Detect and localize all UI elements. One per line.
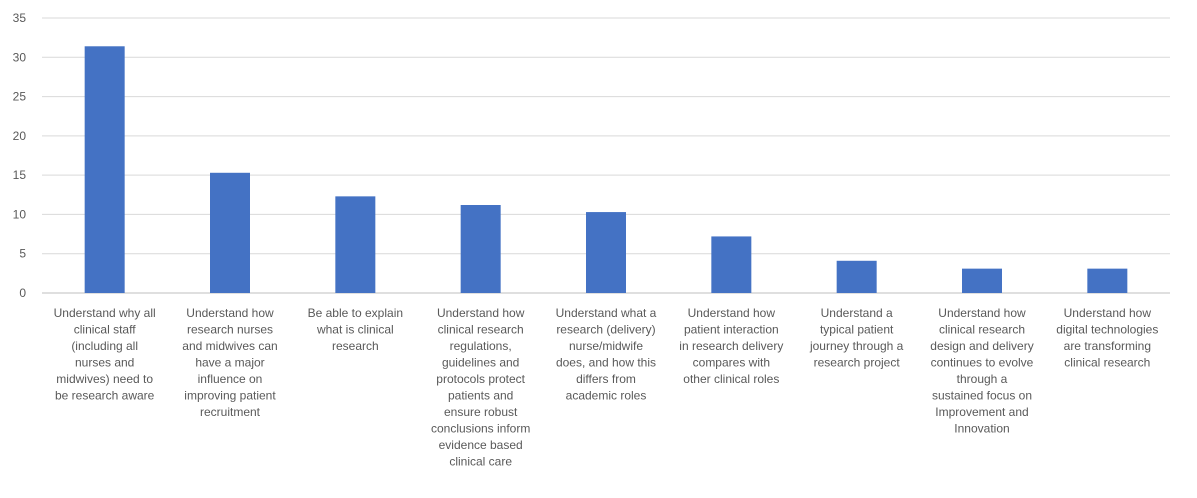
x-category-label-line: and midwives can	[182, 339, 277, 353]
x-category-label-line: in research delivery	[679, 339, 783, 353]
x-category-label-line: Understand why all	[54, 306, 156, 320]
x-category-label-line: clinical staff	[74, 323, 136, 337]
x-category-label-line: be research aware	[55, 389, 155, 403]
x-category-label-line: research nurses	[187, 323, 273, 337]
x-category-label-line: other clinical roles	[683, 372, 779, 386]
y-tick-label: 5	[19, 247, 26, 261]
y-tick-label: 30	[13, 50, 27, 64]
x-category-label: Understand what a research (delivery) nurs…	[556, 306, 657, 403]
x-category-label-line: differs from	[576, 372, 636, 386]
x-category-label-line: research project	[814, 356, 901, 370]
x-category-label-line: Understand a	[821, 306, 893, 320]
x-category-label-line: recruitment	[200, 405, 261, 419]
bars	[84, 46, 1128, 294]
x-category-label-line: protocols protect	[436, 372, 525, 386]
x-category-label-line: continues to evolve	[931, 356, 1034, 370]
x-category-label-line: compares with	[693, 356, 770, 370]
x-category-label-line: Understand how	[1064, 306, 1152, 320]
x-category-label-line: typical patient	[820, 323, 894, 337]
x-category-label-line: Understand how	[688, 306, 776, 320]
x-category-label-line: influence on	[198, 372, 263, 386]
bar	[1087, 268, 1128, 293]
bar	[460, 205, 501, 293]
x-category-label: Understand how research nurses and midwive…	[182, 306, 277, 419]
x-category-label-line: clinical research	[1064, 356, 1150, 370]
x-category-label-line: design and delivery	[930, 339, 1033, 353]
x-category-label-line: Be able to explain	[308, 306, 403, 320]
x-category-label: Understand how patient interaction in rese…	[679, 306, 783, 386]
x-category-label-line: journey through a	[809, 339, 904, 353]
x-category-label: Understand why all clinical staff (includi…	[54, 306, 156, 403]
x-category-label-line: patient interaction	[684, 323, 779, 337]
bar	[586, 212, 626, 293]
x-category-label: Understand a typical patient journey throu…	[809, 306, 904, 370]
x-category-label-line: ensure robust	[444, 405, 518, 419]
x-category-label-line: have a major	[195, 356, 264, 370]
x-category-label-line: sustained focus on	[932, 389, 1032, 403]
x-category-label-line: clinical research	[438, 323, 524, 337]
x-category-label-line: regulations,	[450, 339, 512, 353]
y-tick-label: 35	[13, 11, 27, 25]
x-category-label-line: Understand how	[437, 306, 525, 320]
x-category-label-line: guidelines and	[442, 356, 519, 370]
x-category-label-line: Understand how	[186, 306, 274, 320]
y-tick-label: 25	[13, 90, 27, 104]
x-category-label-line: academic roles	[566, 389, 647, 403]
bar	[335, 196, 376, 293]
x-category-label-line: midwives) need to	[56, 372, 153, 386]
x-category-label-line: research (delivery)	[556, 323, 655, 337]
bar	[84, 46, 125, 294]
x-category-label-line: evidence based	[439, 438, 523, 452]
x-category-label-line: Innovation	[954, 422, 1009, 436]
x-category-label-line: (including all	[71, 339, 138, 353]
x-category-label-line: digital technologies	[1056, 323, 1158, 337]
x-category-label-line: clinical care	[449, 455, 512, 469]
x-axis-category-labels: Understand why all clinical staff (includi…	[54, 306, 1159, 469]
x-category-label-line: conclusions inform	[431, 422, 530, 436]
bar	[962, 268, 1002, 293]
x-category-label-line: does, and how this	[556, 356, 656, 370]
x-category-label: Understand how clinical research design an…	[930, 306, 1033, 436]
x-category-label-line: research	[332, 339, 379, 353]
x-category-label-line: clinical research	[939, 323, 1025, 337]
x-category-label-line: nurse/midwife	[569, 339, 643, 353]
x-category-label-line: nurses and	[75, 356, 134, 370]
y-tick-label: 10	[13, 207, 27, 221]
x-category-label: Understand how digital technologies are tr…	[1056, 306, 1158, 370]
bar	[711, 236, 752, 293]
x-category-label-line: what is clinical	[316, 323, 394, 337]
x-category-label: Be able to explain what is clinical resear…	[308, 306, 403, 353]
x-category-label-line: through a	[957, 372, 1008, 386]
y-tick-label: 0	[19, 286, 26, 300]
y-axis-tick-labels: 0 5 10 15 20 25 30 35	[13, 11, 27, 300]
x-category-label-line: are transforming	[1064, 339, 1151, 353]
x-category-label: Understand how clinical research regulatio…	[431, 306, 530, 469]
x-category-label-line: improving patient	[184, 389, 276, 403]
y-tick-label: 15	[13, 168, 27, 182]
x-category-label-line: patients and	[448, 389, 513, 403]
bar	[210, 172, 250, 293]
x-category-label-line: Improvement and	[935, 405, 1028, 419]
bar	[836, 260, 877, 293]
x-category-label-line: Understand what a	[556, 306, 657, 320]
y-tick-label: 20	[13, 129, 27, 143]
x-category-label-line: Understand how	[938, 306, 1026, 320]
